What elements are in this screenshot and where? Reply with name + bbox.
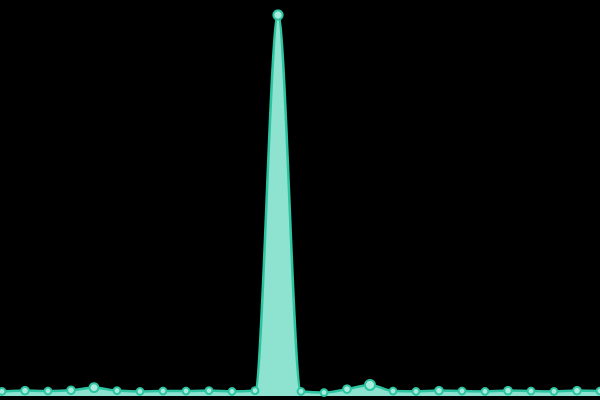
data-point-marker[interactable] — [250, 386, 260, 396]
data-point-markers — [0, 9, 600, 397]
data-point-marker[interactable] — [526, 386, 536, 396]
data-point-marker[interactable] — [572, 385, 582, 396]
data-point-marker[interactable] — [135, 387, 145, 396]
data-point-marker[interactable] — [296, 387, 306, 396]
data-point-marker[interactable] — [0, 387, 7, 396]
data-point-marker[interactable] — [411, 387, 421, 396]
data-point-marker[interactable] — [457, 386, 467, 396]
data-point-marker[interactable] — [204, 386, 214, 396]
data-point-marker[interactable] — [434, 385, 444, 396]
data-point-marker[interactable] — [364, 378, 376, 391]
data-point-marker[interactable] — [181, 386, 191, 396]
data-point-marker[interactable] — [227, 387, 237, 396]
data-point-marker[interactable] — [88, 382, 100, 394]
data-point-marker[interactable] — [43, 386, 53, 396]
data-point-marker[interactable] — [112, 386, 122, 396]
data-point-marker[interactable] — [388, 386, 398, 396]
data-point-marker[interactable] — [342, 384, 352, 394]
data-point-marker[interactable] — [158, 386, 168, 396]
data-point-marker[interactable] — [549, 387, 559, 396]
data-point-marker[interactable] — [503, 385, 513, 396]
data-point-marker[interactable] — [66, 385, 76, 396]
data-point-marker[interactable] — [480, 387, 490, 396]
data-point-marker[interactable] — [272, 9, 284, 21]
data-point-marker[interactable] — [20, 385, 30, 396]
data-point-marker[interactable] — [595, 386, 600, 396]
data-point-marker[interactable] — [319, 388, 329, 397]
